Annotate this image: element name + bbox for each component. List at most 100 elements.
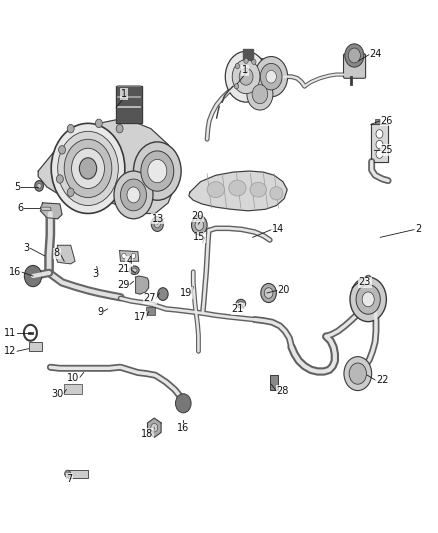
Text: 2: 2 [415,224,421,235]
Circle shape [122,253,126,259]
Circle shape [244,58,248,63]
Text: 1: 1 [242,66,248,75]
Circle shape [58,131,118,206]
Text: 26: 26 [380,116,393,126]
Text: 6: 6 [17,203,23,213]
Text: 27: 27 [144,293,156,303]
Text: 20: 20 [191,211,204,221]
Circle shape [37,183,41,189]
Circle shape [131,253,136,259]
Circle shape [64,139,112,198]
Text: 25: 25 [380,145,393,155]
FancyBboxPatch shape [343,54,366,78]
Circle shape [134,142,181,200]
Circle shape [349,363,367,384]
Polygon shape [38,118,177,214]
Circle shape [148,159,167,183]
Circle shape [51,123,125,214]
Bar [145,308,155,316]
Bar [64,384,82,394]
Ellipse shape [132,268,137,272]
Circle shape [234,84,239,89]
Circle shape [255,56,288,97]
Ellipse shape [238,302,244,306]
Circle shape [252,59,256,64]
Text: 3: 3 [93,270,99,279]
Text: 28: 28 [276,386,289,396]
Circle shape [120,179,146,211]
Circle shape [232,60,260,94]
Ellipse shape [229,180,246,196]
Circle shape [79,158,97,179]
Text: 29: 29 [117,280,129,290]
Circle shape [252,85,268,104]
Polygon shape [136,276,148,294]
Polygon shape [189,171,287,211]
Circle shape [65,470,71,478]
Circle shape [356,285,380,314]
Circle shape [25,265,42,287]
Polygon shape [243,49,253,61]
Circle shape [348,48,360,63]
Circle shape [345,44,364,67]
Circle shape [344,357,372,391]
Polygon shape [120,251,139,261]
Text: 17: 17 [134,312,146,322]
Circle shape [376,140,383,149]
Polygon shape [231,58,279,96]
Circle shape [191,216,207,235]
Text: 22: 22 [376,375,389,385]
Circle shape [67,188,74,197]
Bar [67,470,88,478]
Circle shape [195,220,204,230]
Circle shape [141,151,174,191]
Circle shape [350,277,386,321]
Circle shape [114,171,153,219]
Text: 24: 24 [370,50,382,59]
Circle shape [151,216,163,231]
Circle shape [264,288,273,298]
Text: 23: 23 [359,277,371,287]
Text: 19: 19 [180,288,192,298]
Text: 21: 21 [118,264,130,274]
Text: 7: 7 [67,474,73,483]
Bar [29,342,42,351]
Circle shape [71,148,105,189]
Circle shape [362,292,374,307]
Text: 5: 5 [14,182,20,192]
Text: 12: 12 [4,346,17,357]
Text: 1: 1 [121,89,127,99]
Circle shape [261,284,276,303]
Ellipse shape [270,187,283,200]
Text: 4: 4 [126,256,132,266]
Circle shape [158,288,168,301]
Circle shape [239,68,253,85]
Circle shape [247,78,273,110]
Ellipse shape [130,266,139,274]
Bar [270,375,278,390]
Circle shape [116,124,123,133]
Text: 15: 15 [193,232,205,243]
Text: 16: 16 [9,267,21,277]
Text: 9: 9 [97,306,103,317]
Circle shape [235,63,240,69]
Circle shape [127,187,140,203]
Polygon shape [56,245,75,264]
Circle shape [376,150,383,158]
Text: 3: 3 [24,243,29,253]
Circle shape [376,130,383,138]
Text: 20: 20 [277,285,290,295]
Text: 13: 13 [152,214,164,224]
Circle shape [260,63,282,90]
Text: 30: 30 [51,389,64,399]
Circle shape [67,124,74,133]
Circle shape [35,181,43,191]
Polygon shape [116,86,142,123]
Circle shape [154,220,160,228]
Text: 18: 18 [141,429,153,439]
Circle shape [266,70,276,83]
Text: 14: 14 [272,224,284,235]
Circle shape [59,146,66,154]
Ellipse shape [236,300,246,308]
Circle shape [57,175,64,183]
